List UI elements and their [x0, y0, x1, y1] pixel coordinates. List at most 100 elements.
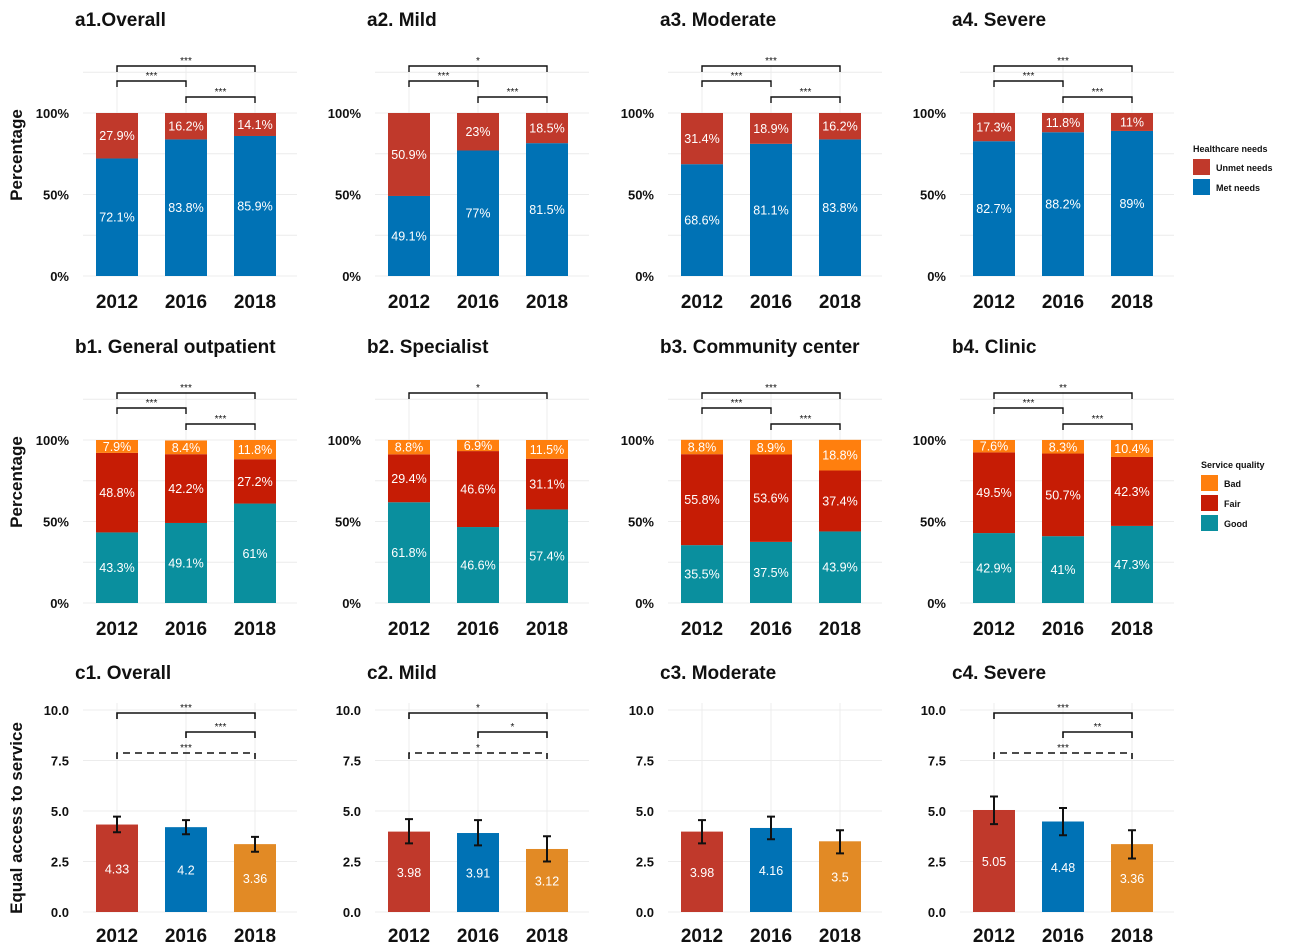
significance-bracket [993, 752, 1133, 759]
significance-label: *** [180, 383, 192, 394]
data-label: 11% [1120, 115, 1144, 129]
panel-title: b2. Specialist [367, 337, 489, 358]
x-tick-label: 2012 [96, 619, 138, 640]
panel-title: b3. Community center [660, 337, 860, 358]
y-axis-label: Percentage [7, 436, 26, 528]
y-tick-label: 100% [328, 106, 362, 121]
significance-label: *** [215, 414, 227, 425]
data-label: 14.1% [237, 118, 272, 132]
significance-bracket [408, 65, 548, 72]
bar-segment [234, 135, 276, 276]
panel-title: c2. Mild [367, 663, 437, 684]
significance-label: * [476, 743, 480, 754]
data-label: 42.2% [168, 482, 203, 496]
bar-segment [681, 113, 723, 165]
legend-label: Fair [1224, 499, 1241, 509]
bar-segment [526, 113, 568, 144]
data-label: 3.5 [831, 871, 848, 885]
significance-bracket [701, 392, 841, 399]
bar-segment [457, 150, 499, 276]
error-bar [1059, 806, 1067, 837]
significance-bracket [116, 65, 256, 72]
panel-title: c3. Moderate [660, 663, 776, 684]
data-label: 88.2% [1045, 198, 1080, 212]
y-tick-label: 0% [927, 596, 946, 611]
significance-label: *** [765, 383, 777, 394]
x-tick-label: 2012 [681, 619, 723, 640]
y-tick-label: 7.5 [928, 754, 946, 769]
panel-c2: c2. Mild 0.0 2.5 5.0 7.5 10.0 3.98 2012 3.91 2016… [336, 663, 589, 947]
data-label: 11.8% [238, 443, 273, 457]
bar-segment [165, 139, 207, 276]
significance-bracket [993, 392, 1133, 399]
data-label: 18.5% [529, 122, 564, 136]
x-tick-label: 2016 [1042, 926, 1084, 947]
bar-segment [1042, 132, 1084, 276]
panel-title: b4. Clinic [952, 337, 1037, 358]
x-tick-label: 2012 [973, 292, 1015, 313]
error-bar [1128, 829, 1136, 860]
significance-bracket [993, 80, 1064, 87]
data-label: 81.1% [753, 203, 788, 217]
bar [681, 831, 723, 912]
data-label: 48.8% [99, 486, 134, 500]
y-tick-label: 100% [36, 433, 70, 448]
bar [96, 824, 138, 912]
bar-segment [526, 509, 568, 603]
bar-segment [1042, 440, 1084, 454]
y-tick-label: 50% [43, 188, 69, 203]
panel-c4: c4. Severe 0.0 2.5 5.0 7.5 10.0 5.05 2012 4.48 20… [921, 663, 1174, 947]
significance-label: *** [180, 56, 192, 67]
y-tick-label: 0% [342, 596, 361, 611]
error-bar [113, 815, 121, 834]
bar-segment [750, 440, 792, 455]
legend-swatch [1193, 179, 1210, 195]
y-tick-label: 5.0 [343, 804, 361, 819]
data-label: 4.48 [1051, 861, 1075, 875]
legend-healthcare: Healthcare needs Unmet needs Met needs [1193, 144, 1273, 195]
y-tick-label: 7.5 [343, 754, 361, 769]
significance-label: * [476, 383, 480, 394]
bar [973, 809, 1015, 912]
y-tick-label: 2.5 [928, 855, 946, 870]
error-bar [543, 835, 551, 863]
bar-segment [973, 452, 1015, 534]
y-tick-label: 2.5 [636, 855, 654, 870]
y-tick-label: 10.0 [629, 703, 654, 718]
x-tick-label: 2012 [681, 292, 723, 313]
data-label: 37.4% [822, 494, 857, 508]
data-label: 17.3% [976, 121, 1011, 135]
bar-segment [973, 533, 1015, 603]
bar-segment [973, 440, 1015, 453]
data-label: 61.8% [391, 546, 426, 560]
significance-bracket [116, 80, 187, 87]
bar-segment [234, 440, 276, 460]
data-label: 8.8% [395, 441, 424, 455]
panel-title: c4. Severe [952, 663, 1046, 684]
bar-segment [457, 451, 499, 528]
legend-label: Unmet needs [1216, 163, 1273, 173]
x-tick-label: 2016 [750, 619, 792, 640]
panel-title: a2. Mild [367, 10, 437, 31]
x-tick-label: 2018 [526, 926, 568, 947]
data-label: 18.8% [822, 449, 857, 463]
x-tick-label: 2012 [388, 292, 430, 313]
data-label: 50.7% [1045, 488, 1080, 502]
panel-b1: b1. General outpatient Percentage 0% 50% 100… [7, 337, 297, 640]
bar-segment [819, 531, 861, 603]
significance-label: *** [800, 414, 812, 425]
x-tick-label: 2012 [973, 619, 1015, 640]
data-label: 46.6% [460, 559, 495, 573]
data-label: 42.9% [976, 562, 1011, 576]
y-tick-label: 0% [635, 269, 654, 284]
significance-label: *** [180, 743, 192, 754]
data-label: 49.1% [168, 556, 203, 570]
x-tick-label: 2012 [96, 926, 138, 947]
data-label: 8.4% [172, 441, 201, 455]
x-tick-label: 2018 [526, 619, 568, 640]
significance-label: *** [215, 87, 227, 98]
data-label: 27.2% [237, 475, 272, 489]
x-tick-label: 2012 [388, 619, 430, 640]
bar-segment [165, 522, 207, 603]
significance-label: *** [765, 56, 777, 67]
